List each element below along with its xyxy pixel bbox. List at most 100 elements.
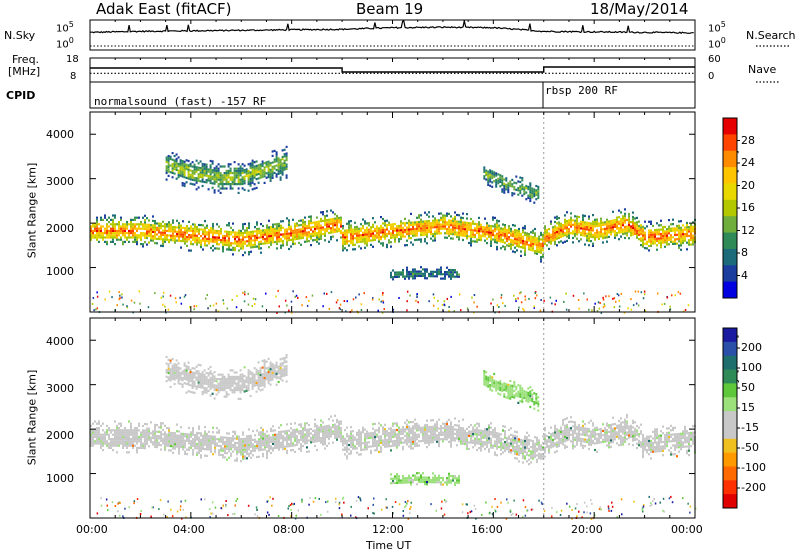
power-cell: [658, 241, 660, 245]
power-cell: [201, 180, 204, 183]
power-cell: [552, 235, 554, 238]
power-cell: [484, 235, 486, 238]
power-cell: [174, 226, 176, 229]
power-cell: [504, 228, 506, 231]
velocity-cell: [174, 445, 176, 448]
power-cell: [258, 227, 260, 230]
power-cell: [173, 168, 176, 171]
velocity-cell: [264, 448, 266, 451]
power-cell: [142, 243, 144, 246]
power-cell: [446, 273, 448, 276]
power-cell: [211, 171, 214, 174]
power-cell: [269, 173, 272, 176]
power-cell: [458, 233, 460, 237]
power-cell: [228, 230, 230, 234]
power-cell: [136, 216, 138, 219]
power-cell: [172, 219, 174, 222]
scatter-cell: [381, 293, 384, 296]
velocity-cell: [310, 439, 312, 442]
power-cell: [100, 232, 102, 235]
power-cell: [530, 246, 532, 249]
velocity-cell: [416, 442, 418, 445]
power-cell: [211, 169, 214, 172]
power-cell: [240, 245, 242, 248]
power-cell: [205, 170, 208, 173]
velocity-cell: [114, 435, 116, 438]
power-cell: [239, 183, 242, 186]
velocity-cell: [272, 436, 274, 439]
power-cell: [250, 250, 252, 253]
power-cell: [176, 230, 178, 233]
scatter-cell: [669, 305, 671, 308]
scatter-cell: [184, 294, 187, 297]
power-cell: [285, 145, 288, 148]
power-cell: [632, 220, 634, 223]
velocity-cell: [372, 427, 374, 430]
power-cell: [408, 232, 410, 235]
power-cell: [396, 225, 398, 228]
power-cell: [277, 163, 280, 167]
velocity-cell: [286, 449, 288, 452]
velocity-cell: [294, 444, 296, 447]
power-cell: [674, 238, 676, 241]
velocity-cell: [266, 441, 268, 444]
power-cell: [112, 229, 114, 232]
power-cell: [185, 163, 188, 166]
power-cell: [267, 173, 270, 176]
power-cell: [171, 169, 174, 172]
velocity-cell: [244, 446, 246, 449]
power-cell: [304, 240, 306, 243]
power-cell: [650, 242, 652, 245]
power-cell: [328, 218, 330, 221]
velocity-cell: [90, 444, 92, 447]
power-cell: [250, 233, 252, 236]
velocity-cell: [356, 438, 358, 441]
power-cell: [100, 216, 102, 219]
velocity-cell: [152, 441, 154, 444]
velocity-cell: [314, 444, 316, 448]
velocity-cell: [214, 442, 216, 445]
power-cell: [508, 225, 510, 228]
power-cell: [233, 161, 236, 164]
power-cell: [342, 236, 344, 239]
power-cell: [272, 232, 274, 235]
power-cell: [340, 236, 342, 239]
scatter-cell: [357, 311, 359, 314]
nsky-tick-bottom: 100: [56, 36, 74, 51]
velocity-cell: [382, 430, 384, 433]
power-cell: [688, 226, 690, 229]
power-cell: [448, 232, 450, 235]
power-cell: [261, 164, 264, 168]
velocity-cell: [196, 451, 198, 454]
power-cell: [134, 223, 136, 226]
power-cell: [686, 241, 688, 244]
power-cell: [251, 172, 254, 175]
velocity-cell: [192, 449, 194, 452]
velocity-cell: [364, 439, 366, 442]
power-cell: [191, 161, 194, 164]
velocity-cell: [336, 432, 338, 435]
velocity-cell: [120, 429, 122, 432]
velocity-cell: [278, 439, 280, 442]
power-cell: [670, 227, 672, 230]
power-cell: [402, 273, 404, 276]
power-cell: [217, 176, 220, 179]
velocity-cell: [156, 435, 158, 438]
power-cell: [690, 239, 692, 242]
velocity-cell: [286, 432, 288, 435]
power-cell: [246, 244, 248, 247]
power-cell: [668, 227, 670, 230]
velocity-cell: [180, 434, 182, 438]
velocity-cell: [106, 442, 108, 445]
power-cell: [404, 231, 406, 234]
velocity-cell: [306, 435, 308, 438]
power-cell: [499, 174, 502, 177]
power-cell: [562, 230, 564, 233]
power-cell: [207, 179, 210, 182]
power-cell: [276, 242, 278, 246]
velocity-cell: [304, 433, 306, 436]
power-cell: [510, 232, 512, 235]
power-cell: [148, 219, 150, 222]
power-cell: [446, 214, 448, 217]
power-cell: [656, 244, 658, 247]
